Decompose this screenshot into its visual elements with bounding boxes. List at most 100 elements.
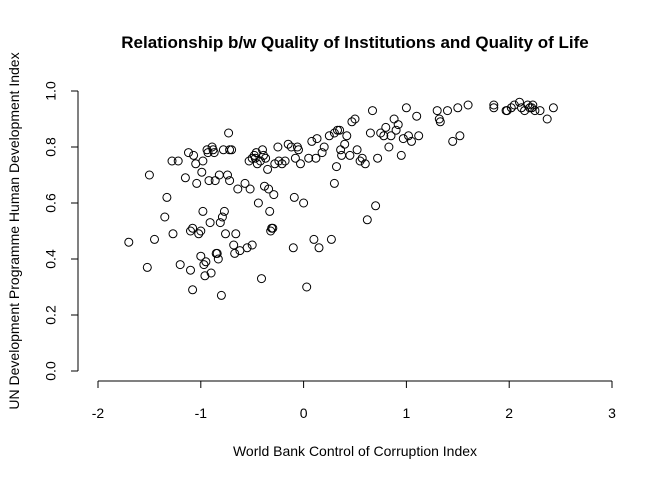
data-point <box>340 139 350 149</box>
data-point <box>317 148 327 158</box>
x-tick-label: 2 <box>505 405 513 421</box>
data-point <box>373 153 383 163</box>
data-point <box>253 198 263 208</box>
data-point <box>124 237 134 247</box>
data-point <box>393 120 403 130</box>
data-point <box>204 176 214 186</box>
data-point <box>365 128 375 138</box>
data-point <box>489 100 499 110</box>
data-point <box>215 218 225 228</box>
data-point <box>333 125 342 135</box>
data-point <box>355 156 365 166</box>
data-point <box>173 156 183 166</box>
data-point <box>280 156 290 166</box>
data-point <box>443 106 452 116</box>
data-point <box>188 285 198 295</box>
data-point <box>231 229 241 239</box>
data-point <box>196 226 206 236</box>
data-point <box>319 142 329 152</box>
data-point <box>213 254 223 264</box>
data-point <box>489 103 499 113</box>
data-point <box>258 145 267 155</box>
data-point <box>219 206 229 216</box>
data-point <box>288 243 298 253</box>
data-point <box>205 218 215 228</box>
data-point <box>401 103 411 113</box>
data-point <box>168 229 178 239</box>
data-point <box>242 243 252 253</box>
data-point <box>368 106 377 116</box>
data-point <box>357 153 367 163</box>
data-point <box>225 145 235 155</box>
y-tick-label: 0.4 <box>43 249 59 269</box>
data-point <box>528 100 538 110</box>
data-point <box>304 153 314 163</box>
data-point <box>314 243 324 253</box>
data-point <box>506 103 516 113</box>
data-point <box>261 153 271 163</box>
data-point <box>268 223 278 233</box>
data-point <box>230 248 240 258</box>
data-point <box>186 265 195 275</box>
data-point <box>167 156 177 166</box>
data-point <box>407 136 416 146</box>
data-point <box>335 125 345 135</box>
x-tick-label: -2 <box>92 405 105 421</box>
data-point <box>448 136 458 146</box>
data-point <box>160 212 170 222</box>
data-point <box>269 190 279 200</box>
data-point <box>233 184 243 194</box>
data-point <box>379 131 389 141</box>
data-point <box>307 136 317 146</box>
y-tick-label: 0.6 <box>43 193 59 213</box>
x-tick-label: 3 <box>608 405 616 421</box>
data-point <box>250 153 260 163</box>
data-point <box>530 106 540 116</box>
data-point <box>412 111 422 121</box>
data-point <box>296 159 305 169</box>
data-point <box>198 156 208 166</box>
y-tick-label: 0.8 <box>43 137 59 157</box>
data-point <box>257 274 266 284</box>
data-point <box>214 170 224 180</box>
data-point <box>225 176 235 186</box>
data-point <box>299 198 309 208</box>
data-point <box>142 262 152 272</box>
data-point <box>312 134 322 144</box>
data-point <box>252 159 262 169</box>
data-point <box>384 142 394 152</box>
data-point <box>209 148 219 158</box>
data-point <box>535 106 545 116</box>
data-point <box>336 145 346 155</box>
data-point <box>244 156 254 166</box>
data-point <box>453 103 463 113</box>
data-point <box>381 122 391 132</box>
data-point <box>345 150 355 160</box>
data-point <box>263 164 273 174</box>
data-point <box>188 223 198 233</box>
data-point <box>347 117 357 127</box>
data-point <box>389 114 399 124</box>
data-point <box>329 128 339 138</box>
data-point <box>189 150 199 160</box>
data-point <box>229 240 239 250</box>
x-axis: -2 -1 0 1 2 3 <box>92 380 616 421</box>
data-point <box>332 162 341 172</box>
data-point <box>210 176 220 186</box>
x-tick-label: -1 <box>195 405 208 421</box>
data-point <box>404 131 413 141</box>
data-point <box>290 153 300 163</box>
data-point <box>360 159 370 169</box>
data-point <box>186 226 195 236</box>
data-point <box>350 114 360 124</box>
data-point <box>224 128 234 138</box>
y-axis-label: UN Development Programme Human Developme… <box>6 52 22 409</box>
data-point <box>264 184 274 194</box>
data-point <box>277 159 287 169</box>
data-point <box>162 192 172 202</box>
data-point <box>289 192 299 202</box>
data-point <box>326 234 336 244</box>
data-point <box>302 282 312 292</box>
data-point <box>197 167 207 177</box>
